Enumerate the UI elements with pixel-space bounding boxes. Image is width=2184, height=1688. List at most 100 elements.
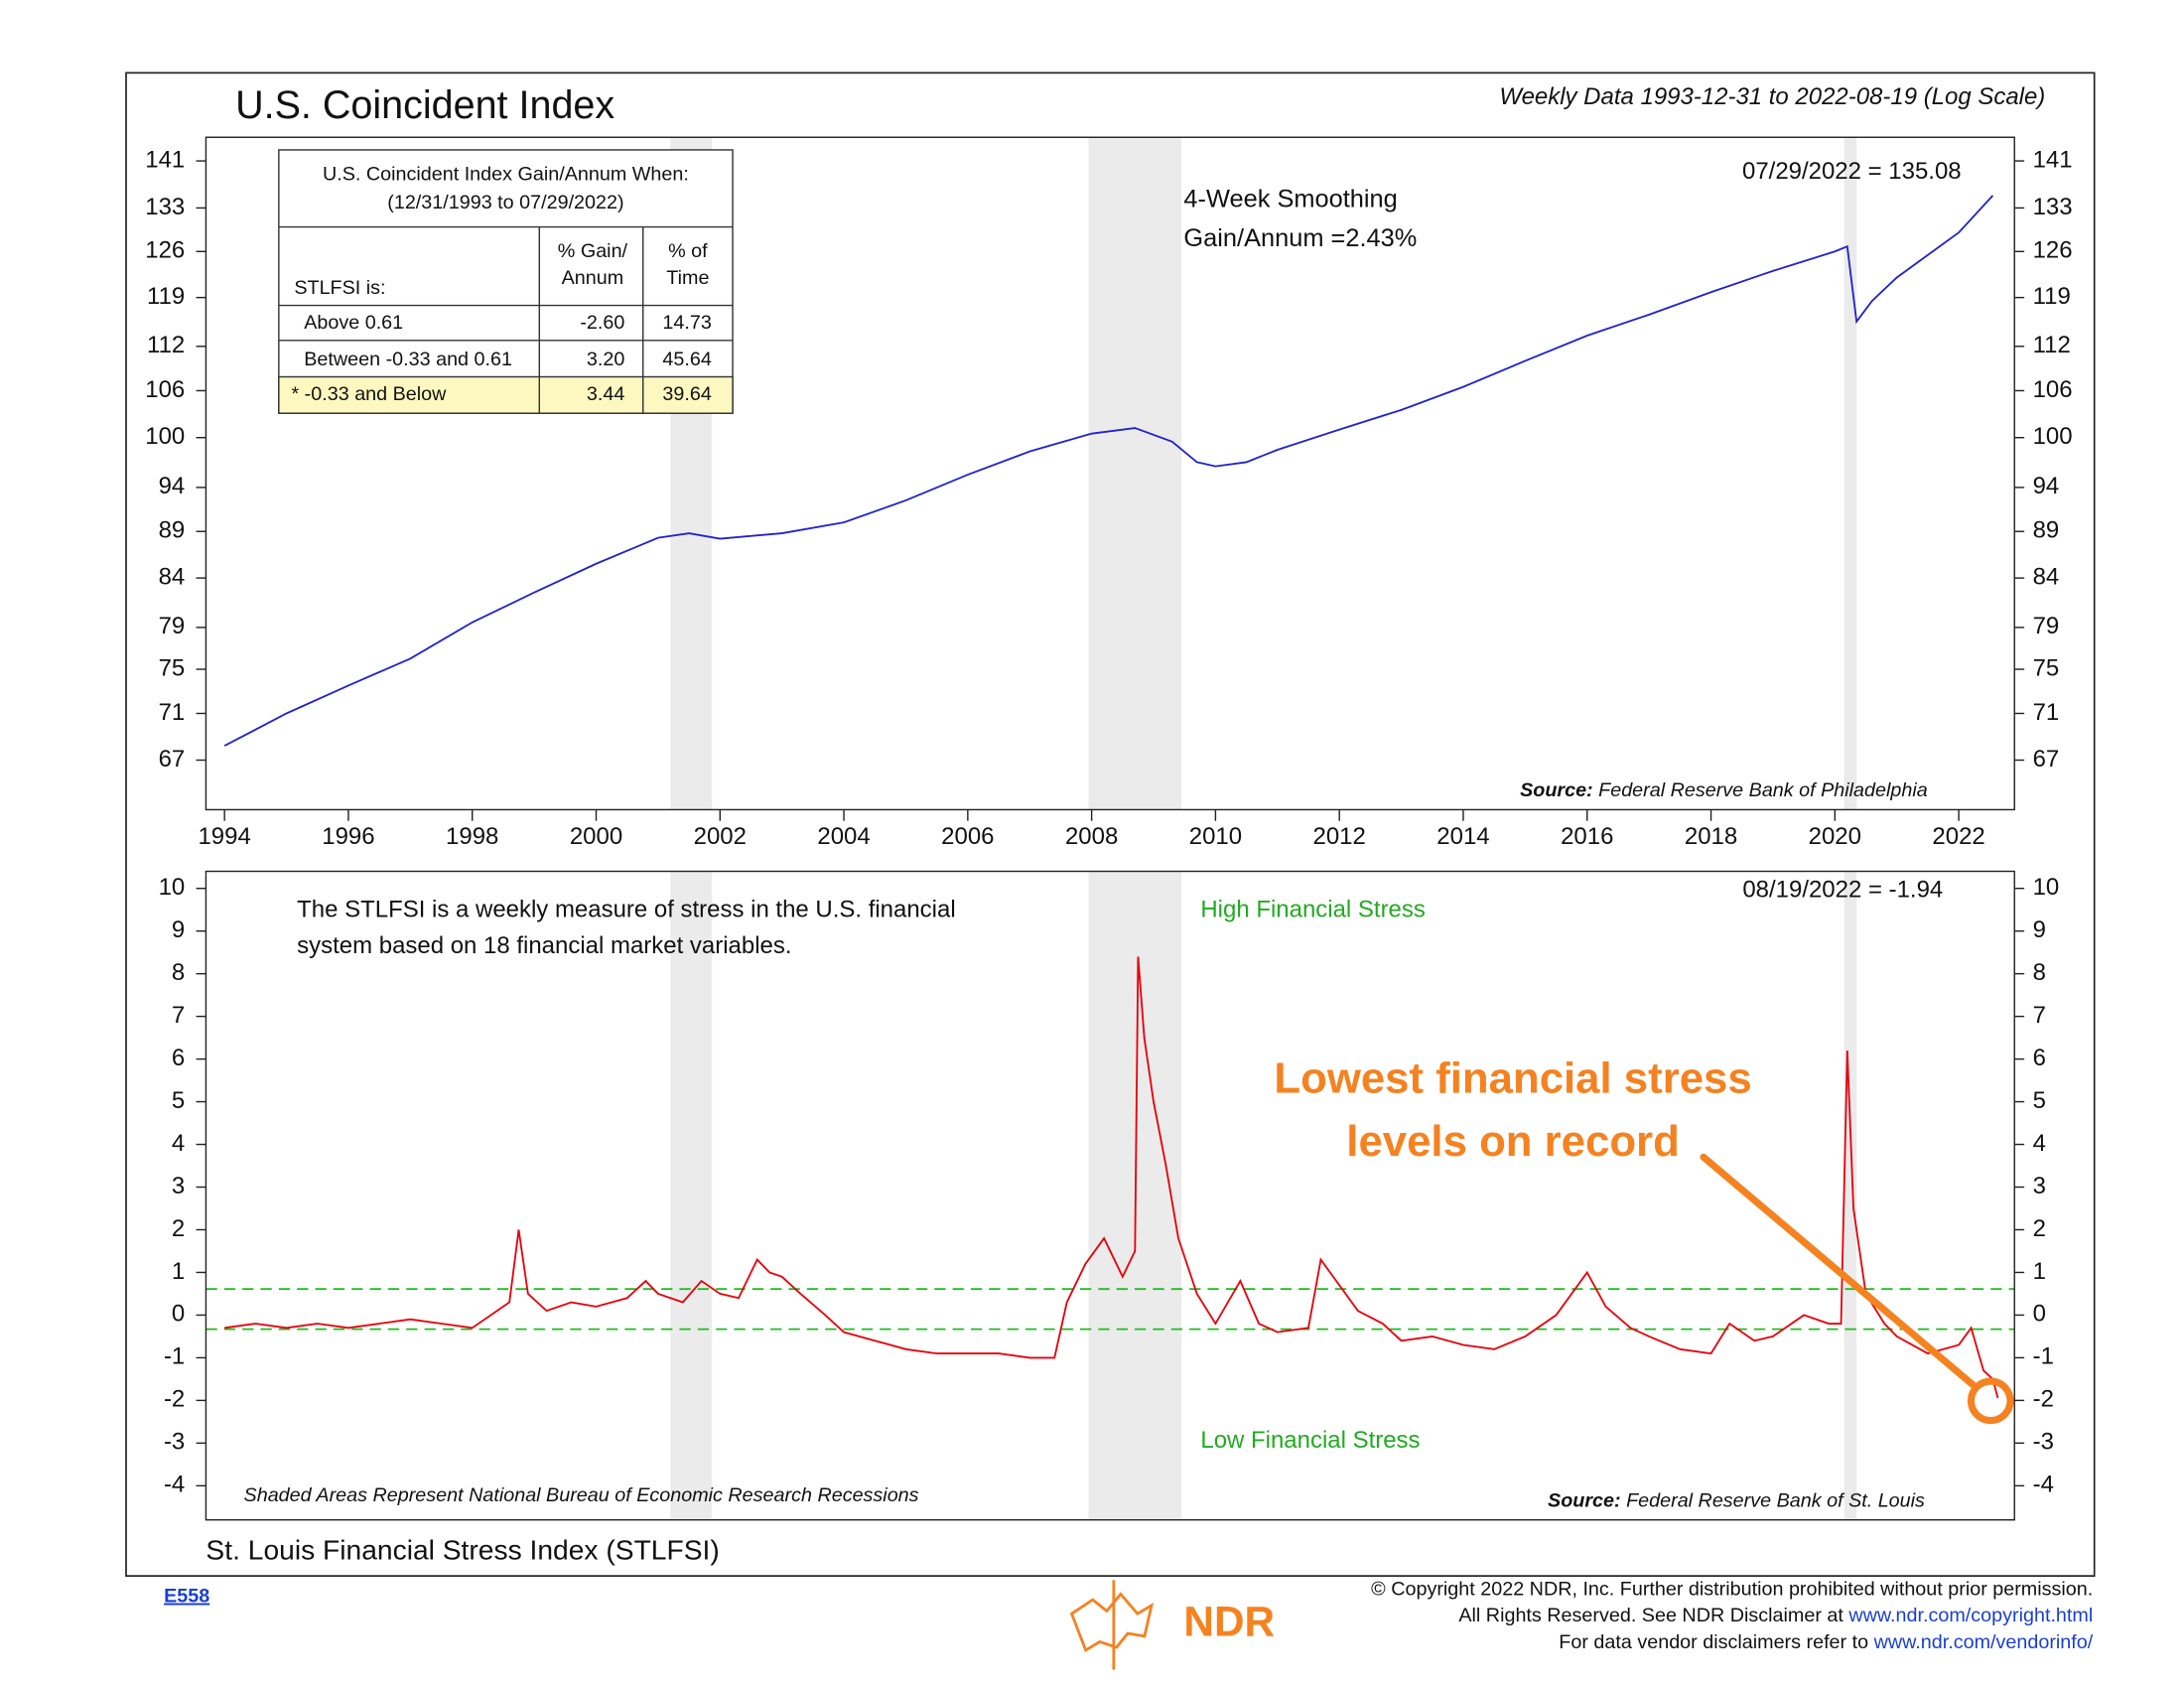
cell: Between -0.33 and 0.61 (304, 349, 512, 370)
y-tick-label-right: 6 (2033, 1045, 2046, 1071)
y-tick-label-right: 71 (2033, 699, 2060, 726)
y-tick-label: 106 (145, 376, 185, 403)
recession-shade (670, 871, 713, 1520)
x-tick-label: 2002 (694, 823, 747, 850)
source-text: Federal Reserve Bank of St. Louis (1626, 1490, 1925, 1512)
y-tick-label: 100 (145, 423, 185, 450)
y-tick-label: 84 (159, 563, 186, 590)
y-tick-label: -3 (164, 1429, 185, 1456)
callout-circle (1967, 1377, 2014, 1425)
bottom-plot-frame (205, 870, 2015, 1521)
chart-code[interactable]: E558 (164, 1586, 209, 1608)
y-tick-label-right: 67 (2033, 746, 2060, 773)
top-plot-frame (205, 136, 2015, 811)
y-tick-label-right: 3 (2033, 1173, 2046, 1199)
shade-note: Shaded Areas Represent National Bureau o… (244, 1484, 919, 1506)
frame (125, 71, 2096, 1577)
y-tick-label: 9 (172, 916, 185, 943)
x-tick-label: 2006 (941, 823, 994, 850)
link[interactable]: www.ndr.com/copyright.html (1847, 1605, 2093, 1626)
y-tick-label-right: 133 (2033, 194, 2073, 220)
y-tick-label: 79 (159, 613, 186, 639)
col-head: % Gain/ (558, 240, 628, 262)
logo: NDR (1069, 1580, 1275, 1670)
logo-text: NDR (1183, 1599, 1275, 1645)
y-tick-label-right: 89 (2033, 517, 2060, 544)
x-tick-label: 2004 (817, 823, 870, 850)
y-tick-label: 3 (172, 1173, 185, 1199)
x-tick-label: 2016 (1561, 823, 1613, 850)
table-period: (12/31/1993 to 07/29/2022) (387, 192, 623, 213)
y-tick-label-right: -3 (2033, 1429, 2054, 1456)
y-tick-label-right: 75 (2033, 654, 2060, 681)
vendor-text: For data vendor disclaimers refer to (1559, 1631, 1873, 1653)
subtitle: Weekly Data 1993-12-31 to 2022-08-19 (Lo… (1499, 83, 2045, 110)
note: system based on 18 financial market vari… (297, 932, 791, 959)
last-value: 08/19/2022 = -1.94 (1742, 877, 1943, 904)
y-tick-label: -2 (164, 1386, 185, 1413)
cell: -2.60 (580, 312, 624, 334)
y-tick-label: 94 (159, 473, 186, 499)
recession-shade (1088, 137, 1182, 810)
col-head: Time (666, 267, 709, 289)
y-tick-label: 5 (172, 1087, 185, 1114)
y-tick-label-right: 9 (2033, 916, 2046, 943)
table-title: U.S. Coincident Index Gain/Annum When: (323, 164, 689, 186)
chart-title: U.S. Coincident Index (235, 83, 614, 127)
source: Source: Federal Reserve Bank of Philadel… (1520, 779, 1928, 801)
y-tick-label: 141 (145, 146, 185, 173)
col-head: Annum (562, 267, 624, 289)
col-head: % of (668, 240, 708, 262)
y-tick-label-right: 112 (2033, 332, 2071, 358)
y-tick-label-right: 8 (2033, 959, 2046, 986)
highlight-row (278, 375, 734, 414)
disclaimer-text: All Rights Reserved. See NDR Disclaimer … (1458, 1605, 1848, 1626)
link[interactable]: www.ndr.com/vendorinfo/ (1873, 1631, 2094, 1653)
y-tick-label: 75 (159, 654, 186, 681)
recession-shade (1843, 137, 1857, 810)
y-tick-label: 2 (172, 1215, 185, 1242)
table: U.S. Coincident Index Gain/Annum When: (… (278, 149, 734, 414)
copyright: © Copyright 2022 NDR, Inc. Further distr… (1371, 1578, 2093, 1600)
y-tick-label-right: 2 (2033, 1215, 2046, 1242)
y-tick-label: -4 (164, 1472, 185, 1498)
x-tick-label: 1998 (446, 823, 498, 850)
y-tick-label-right: 7 (2033, 1002, 2046, 1029)
vendor: For data vendor disclaimers refer to www… (1559, 1631, 2093, 1653)
y-tick-label-right: 5 (2033, 1087, 2046, 1114)
note: Gain/Annum =2.43% (1183, 224, 1417, 252)
y-tick-label: 4 (172, 1130, 185, 1157)
y-tick-label-right: -2 (2033, 1386, 2054, 1413)
last-value: 07/29/2022 = 135.08 (1742, 158, 1962, 185)
data-line (224, 956, 1999, 1399)
recession-shade (1843, 871, 1857, 1520)
note: The STLFSI is a weekly measure of stress… (297, 896, 955, 922)
y-tick-label-right: 119 (2033, 283, 2071, 310)
cell: Above 0.61 (304, 312, 403, 334)
cell: 39.64 (662, 383, 711, 405)
x-tick-label: 1996 (322, 823, 374, 850)
x-tick-label: 2010 (1189, 823, 1242, 850)
data-line (223, 195, 1994, 747)
cell: 3.44 (587, 383, 624, 405)
source: Source: Federal Reserve Bank of St. Loui… (1548, 1490, 1925, 1512)
logo-mark (1069, 1592, 1155, 1652)
y-tick-label-right: 10 (2033, 874, 2060, 901)
cell: 45.64 (662, 349, 711, 370)
y-tick-label-right: 0 (2033, 1301, 2046, 1328)
x-tick-label: 1994 (198, 823, 250, 850)
source-label: Source: (1520, 779, 1593, 801)
high-label: High Financial Stress (1200, 896, 1426, 922)
y-tick-label: 119 (147, 283, 185, 310)
y-tick-label-right: 100 (2033, 423, 2073, 450)
source-label: Source: (1548, 1490, 1621, 1512)
callout-arrow (1700, 1153, 1979, 1391)
y-tick-label-right: 126 (2033, 237, 2073, 264)
y-tick-label: 112 (147, 332, 185, 358)
note: 4-Week Smoothing (1183, 185, 1397, 212)
y-tick-label: 133 (145, 194, 185, 220)
y-tick-label: 0 (172, 1301, 185, 1328)
y-tick-label-right: 79 (2033, 613, 2060, 639)
cell: * -0.33 and Below (292, 383, 448, 405)
x-tick-label: 2022 (1932, 823, 1984, 850)
